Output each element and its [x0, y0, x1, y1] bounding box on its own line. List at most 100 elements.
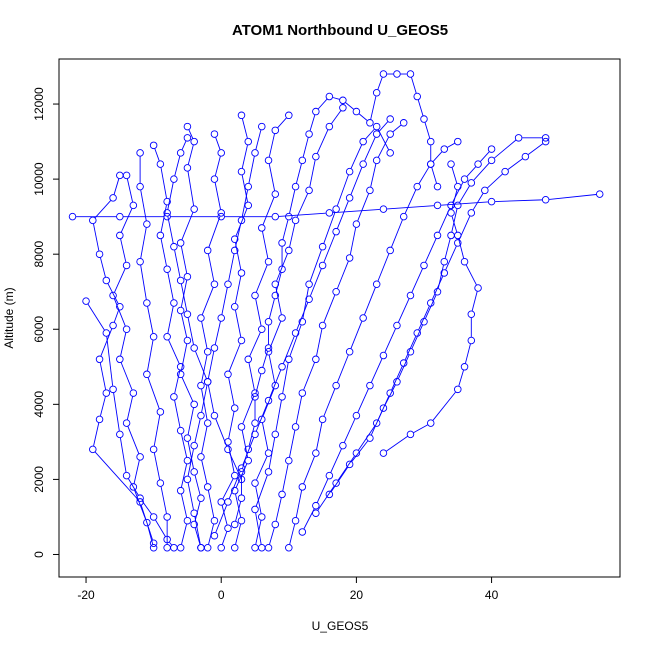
- data-point: [298, 156, 307, 165]
- series-segment: [188, 129, 194, 139]
- series-segment: [268, 298, 275, 319]
- data-point: [203, 419, 212, 427]
- data-point: [312, 152, 320, 161]
- series-segment: [398, 354, 410, 379]
- data-point: [203, 543, 212, 552]
- series-segment: [384, 328, 396, 353]
- data-point: [183, 456, 192, 465]
- data-point: [109, 321, 117, 330]
- data-point: [217, 498, 225, 506]
- data-point: [258, 543, 266, 552]
- data-point: [156, 231, 165, 240]
- data-point: [176, 543, 185, 552]
- data-point: [237, 111, 246, 120]
- data-point: [278, 265, 286, 273]
- series-layer: [68, 70, 604, 552]
- data-point: [487, 197, 496, 206]
- data-point: [176, 426, 185, 435]
- series-segment: [404, 189, 417, 214]
- series-segment: [303, 456, 315, 484]
- data-point: [291, 329, 300, 337]
- series-segment: [120, 332, 127, 356]
- data-point: [264, 257, 273, 266]
- series-segment: [337, 354, 349, 383]
- series-20: [251, 122, 394, 552]
- data-point: [325, 490, 334, 499]
- data-point: [379, 449, 388, 457]
- data-point: [129, 389, 138, 397]
- series-segment: [413, 424, 428, 434]
- series-segment: [268, 133, 275, 157]
- data-point: [170, 299, 178, 307]
- series-14: [298, 145, 496, 536]
- series-segment: [195, 351, 207, 379]
- data-point: [143, 299, 151, 307]
- series-segment: [391, 219, 403, 248]
- data-point: [116, 231, 124, 240]
- data-point: [224, 370, 232, 379]
- data-point: [305, 295, 313, 303]
- data-point: [176, 306, 185, 315]
- series-segment: [350, 144, 363, 169]
- series-segment: [370, 96, 377, 120]
- y-axis-label: Altitude (m): [2, 287, 16, 348]
- data-point: [109, 291, 117, 300]
- series-segment: [275, 497, 282, 522]
- series-segment: [309, 114, 316, 131]
- series-segment: [201, 460, 208, 484]
- data-point: [210, 130, 219, 138]
- data-point: [251, 291, 259, 300]
- series-segment: [187, 449, 194, 476]
- series-segment: [234, 310, 242, 338]
- series-segment: [336, 174, 349, 206]
- series-segment: [181, 140, 187, 150]
- data-point: [224, 445, 232, 454]
- data-point: [163, 265, 171, 273]
- series-segment: [100, 396, 106, 416]
- data-point: [305, 186, 313, 195]
- series-segment: [377, 253, 390, 282]
- data-point: [244, 355, 253, 364]
- data-point: [339, 104, 347, 112]
- data-point: [278, 393, 286, 401]
- data-point: [230, 235, 239, 243]
- series-segment: [527, 143, 544, 155]
- series-segment: [331, 110, 342, 124]
- series-segment: [208, 216, 221, 248]
- series-segment: [431, 167, 437, 184]
- data-point: [447, 160, 455, 168]
- series-segment: [113, 392, 120, 431]
- data-point: [122, 419, 131, 427]
- data-point: [89, 445, 97, 454]
- data-point: [406, 291, 415, 300]
- series-segment: [377, 137, 389, 158]
- data-point: [352, 411, 361, 420]
- data-point: [372, 419, 381, 427]
- series-segment: [358, 113, 368, 121]
- data-point: [386, 389, 394, 397]
- data-point: [359, 314, 367, 322]
- data-point: [116, 171, 124, 180]
- series-segment: [228, 343, 241, 372]
- series-segment: [364, 287, 376, 315]
- data-point: [305, 130, 313, 138]
- series-segment: [194, 516, 201, 545]
- series-segment: [445, 246, 457, 270]
- data-point: [420, 261, 428, 270]
- data-point: [116, 302, 124, 311]
- series-11: [251, 104, 347, 552]
- data-point: [372, 122, 381, 131]
- series-segment: [228, 411, 235, 439]
- data-point: [122, 471, 131, 480]
- data-point: [264, 318, 273, 326]
- data-point: [224, 498, 232, 506]
- data-point: [203, 378, 212, 386]
- data-point: [217, 149, 225, 157]
- series-segment: [310, 268, 322, 297]
- data-point: [332, 479, 340, 487]
- series-segment: [180, 280, 188, 308]
- series-segment: [187, 171, 195, 206]
- series-segment: [119, 437, 127, 473]
- data-point: [210, 516, 219, 525]
- series-segment: [241, 190, 248, 217]
